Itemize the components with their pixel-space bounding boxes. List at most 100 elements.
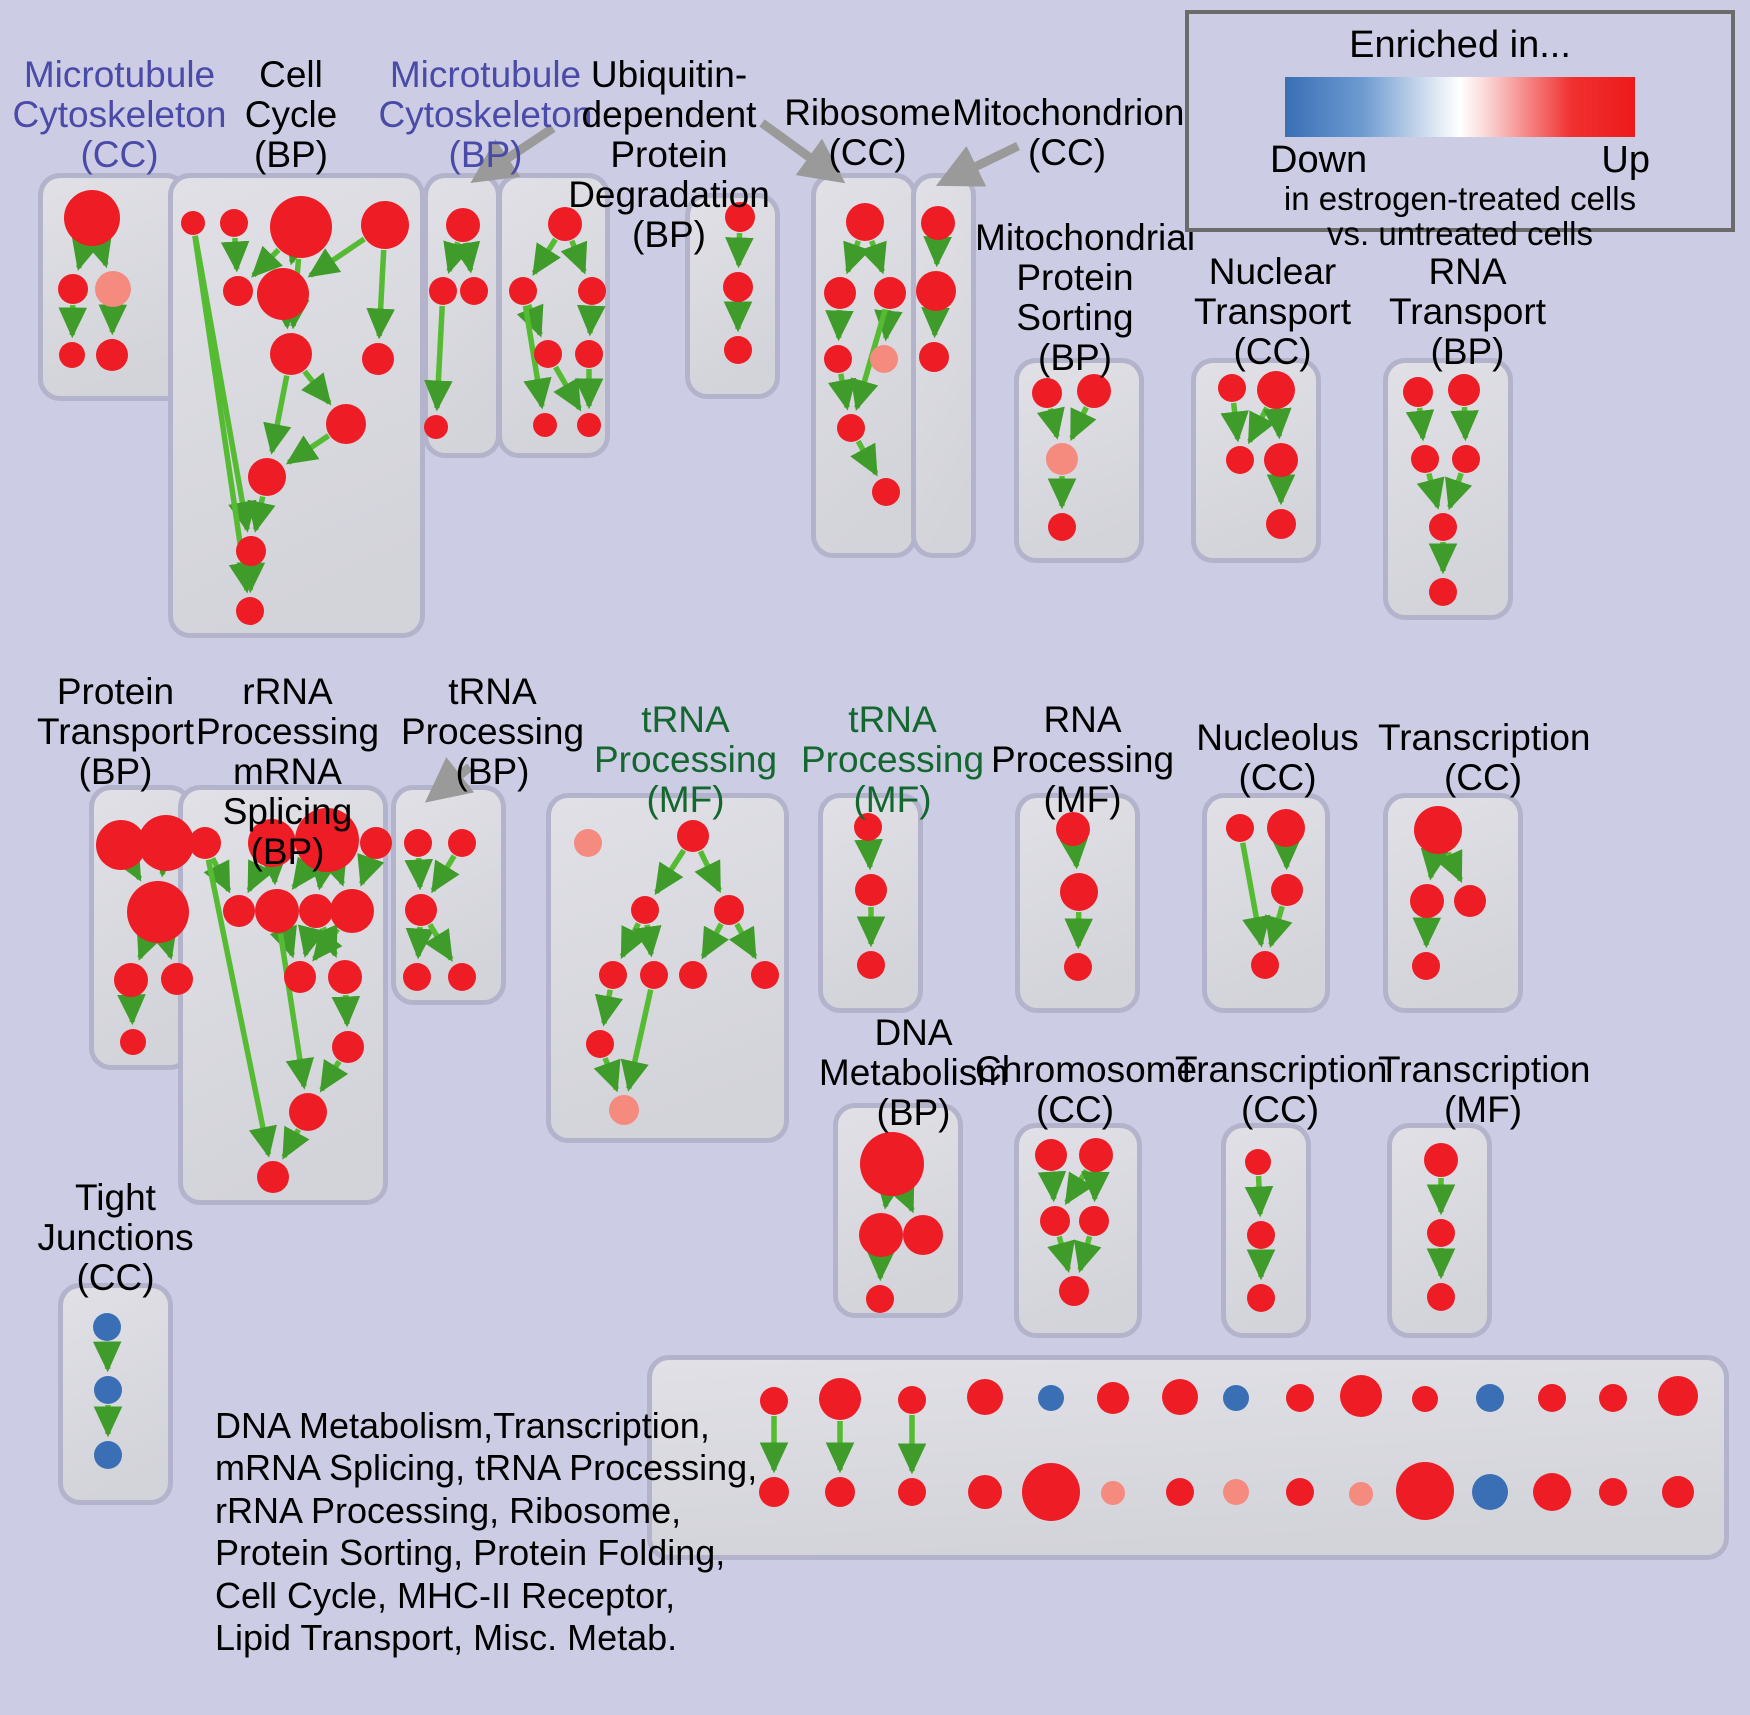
network-node[interactable] [93,1313,121,1341]
network-node[interactable] [1064,953,1092,981]
network-node[interactable] [1251,951,1279,979]
network-node[interactable] [903,1215,943,1255]
network-node[interactable] [248,458,286,496]
network-node[interactable] [1079,1138,1113,1172]
network-node[interactable] [574,829,602,857]
network-node[interactable] [120,1029,146,1055]
network-node[interactable] [361,201,409,249]
network-node[interactable] [96,820,146,870]
network-node[interactable] [1056,812,1090,846]
network-node[interactable] [284,961,316,993]
network-node[interactable] [1059,1276,1089,1306]
cluster-box-ribosome-cc[interactable] [816,178,912,553]
network-node[interactable] [326,404,366,444]
network-node[interactable] [270,333,312,375]
network-node[interactable] [586,1030,614,1058]
network-node[interactable] [1411,445,1439,473]
network-node[interactable] [533,413,557,437]
network-node[interactable] [837,414,865,442]
network-node[interactable] [424,415,448,439]
network-node[interactable] [854,813,882,841]
network-node[interactable] [1223,1479,1249,1505]
cluster-box-nuclear-transport-cc[interactable] [1196,363,1316,558]
network-node[interactable] [509,277,537,305]
network-node[interactable] [289,1093,327,1131]
network-node[interactable] [1599,1384,1627,1412]
network-node[interactable] [1267,809,1305,847]
network-node[interactable] [448,963,476,991]
network-node[interactable] [59,342,85,368]
network-node[interactable] [270,196,332,258]
network-node[interactable] [575,340,603,368]
network-node[interactable] [299,894,333,928]
network-node[interactable] [1286,1478,1314,1506]
network-node[interactable] [751,961,779,989]
network-node[interactable] [631,896,659,924]
network-node[interactable] [295,808,359,872]
network-node[interactable] [64,190,120,246]
network-node[interactable] [1101,1481,1125,1505]
network-node[interactable] [967,1379,1003,1415]
network-node[interactable] [95,271,131,307]
network-node[interactable] [1429,513,1457,541]
network-node[interactable] [916,271,956,311]
network-node[interactable] [640,961,668,989]
network-node[interactable] [138,815,194,871]
network-node[interactable] [855,874,887,906]
network-node[interactable] [724,336,752,364]
network-node[interactable] [824,277,856,309]
network-node[interactable] [898,1386,926,1414]
network-node[interactable] [1079,1206,1109,1236]
network-node[interactable] [257,268,309,320]
network-node[interactable] [362,343,394,375]
network-node[interactable] [94,1441,122,1469]
network-node[interactable] [1247,1221,1275,1249]
network-node[interactable] [577,413,601,437]
network-node[interactable] [220,209,248,237]
network-node[interactable] [1427,1219,1455,1247]
network-node[interactable] [1264,443,1298,477]
network-node[interactable] [1414,806,1462,854]
network-node[interactable] [1162,1379,1198,1415]
network-node[interactable] [223,276,253,306]
network-node[interactable] [1599,1478,1627,1506]
network-node[interactable] [870,345,898,373]
network-node[interactable] [404,829,432,857]
network-node[interactable] [1040,1206,1070,1236]
network-node[interactable] [1424,1143,1458,1177]
network-node[interactable] [1349,1482,1373,1506]
network-node[interactable] [759,1477,789,1507]
network-node[interactable] [223,895,255,927]
network-node[interactable] [1226,814,1254,842]
network-node[interactable] [846,203,884,241]
network-node[interactable] [1538,1384,1566,1412]
network-node[interactable] [968,1475,1002,1509]
network-node[interactable] [578,277,606,305]
network-node[interactable] [1410,884,1444,918]
network-node[interactable] [1412,952,1440,980]
network-node[interactable] [405,894,437,926]
network-node[interactable] [1166,1478,1194,1506]
network-node[interactable] [1476,1384,1504,1412]
network-node[interactable] [714,895,744,925]
network-node[interactable] [760,1387,788,1415]
network-node[interactable] [898,1478,926,1506]
network-node[interactable] [94,1376,122,1404]
network-node[interactable] [1223,1385,1249,1411]
network-node[interactable] [1048,513,1076,541]
network-node[interactable] [1396,1462,1454,1520]
network-node[interactable] [921,206,955,240]
network-node[interactable] [403,963,431,991]
network-node[interactable] [919,342,949,372]
network-node[interactable] [161,963,193,995]
network-node[interactable] [257,1161,289,1193]
network-node[interactable] [866,1285,894,1313]
network-node[interactable] [360,827,392,859]
network-node[interactable] [330,889,374,933]
network-node[interactable] [1077,374,1111,408]
network-node[interactable] [189,827,221,859]
network-node[interactable] [96,339,128,371]
network-node[interactable] [1218,374,1246,402]
network-node[interactable] [534,340,562,368]
network-node[interactable] [874,277,906,309]
